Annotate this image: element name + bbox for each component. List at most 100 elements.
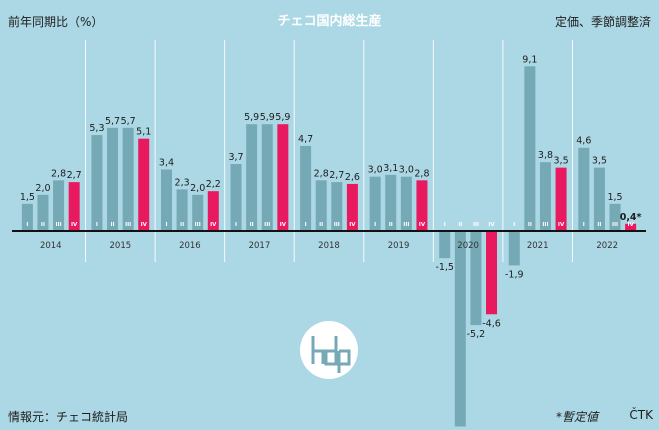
bar-2020-q1 <box>439 231 451 259</box>
quarter-label: II <box>110 222 114 228</box>
bar-2021-q2 <box>524 66 536 231</box>
quarter-label: I <box>235 222 237 228</box>
year-label: 2015 <box>110 241 132 251</box>
bar-2015-q3 <box>122 127 134 231</box>
value-label: -5,2 <box>467 329 486 340</box>
quarter-label: III <box>612 222 618 228</box>
bar-2022-q3 <box>609 203 621 231</box>
value-label: 4,6 <box>576 136 591 147</box>
quarter-label: II <box>389 222 393 228</box>
quarter-label: IV <box>627 222 634 228</box>
value-label: 3,1 <box>383 163 398 174</box>
quarter-label: III <box>125 222 131 228</box>
value-label: 2,7 <box>67 170 82 181</box>
y-axis-label: 前年同期比（%） <box>8 15 104 29</box>
year-label: 2014 <box>40 241 62 251</box>
value-label: 2,0 <box>190 183 205 194</box>
bar-2014-q1 <box>21 203 33 231</box>
bar-2017-q4 <box>277 124 289 231</box>
quarter-label: IV <box>210 222 217 228</box>
quarter-label: III <box>195 222 201 228</box>
bar-2018-q4 <box>346 183 358 231</box>
value-label: 1,5 <box>607 192 622 203</box>
bar-2018-q1 <box>300 145 312 231</box>
value-label: 5,1 <box>136 127 151 138</box>
bar-2016-q4 <box>207 191 219 231</box>
quarter-label: II <box>41 222 45 228</box>
quarter-label: IV <box>141 222 148 228</box>
year-label: 2021 <box>527 241 549 251</box>
value-label: 5,7 <box>105 116 120 127</box>
bar-2019-q2 <box>385 174 397 231</box>
quarter-label: II <box>528 222 532 228</box>
year-label: 2018 <box>318 241 340 251</box>
bar-2014-q3 <box>53 180 65 231</box>
quarter-label: I <box>374 222 376 228</box>
quarter-label: IV <box>349 222 356 228</box>
quarter-label: IV <box>280 222 287 228</box>
value-label: 9,1 <box>522 54 537 65</box>
bar-2021-q4 <box>555 167 567 231</box>
quarter-label: IV <box>419 222 426 228</box>
year-label: 2022 <box>596 241 618 251</box>
quarter-label: IV <box>558 222 565 228</box>
bar-2020-q2 <box>454 231 466 427</box>
value-label: 4,7 <box>298 134 313 145</box>
bar-2016-q1 <box>160 169 172 231</box>
value-label: 3,7 <box>228 152 243 163</box>
quarter-label: III <box>403 222 409 228</box>
bar-2015-q4 <box>138 138 150 231</box>
quarter-label: II <box>250 222 254 228</box>
bar-2017-q2 <box>246 124 258 231</box>
bar-2014-q2 <box>37 194 49 231</box>
bar-2022-q1 <box>578 147 590 231</box>
value-label: 5,9 <box>244 112 259 123</box>
value-label: 2,0 <box>35 183 50 194</box>
value-label: 2,2 <box>206 179 221 190</box>
value-label: 2,8 <box>51 168 66 179</box>
quarter-label: I <box>444 222 446 228</box>
chart-title: チェコ国内総生産 <box>277 14 382 29</box>
value-label: 5,9 <box>260 112 275 123</box>
quarter-label: I <box>165 222 167 228</box>
value-label: 1,5 <box>20 192 35 203</box>
bar-2018-q3 <box>331 182 343 231</box>
value-label: 2,6 <box>345 172 360 183</box>
bar-2022-q4 <box>625 223 637 231</box>
value-label: -1,9 <box>505 269 524 280</box>
value-label: 5,7 <box>121 116 136 127</box>
quarter-label: I <box>583 222 585 228</box>
value-label: 2,8 <box>314 168 329 179</box>
quarter-label: III <box>56 222 62 228</box>
hdp-logo-mark <box>311 336 351 373</box>
preliminary-note: *暫定値 <box>556 410 599 424</box>
quarter-label: IV <box>71 222 78 228</box>
bar-2014-q4 <box>68 182 80 231</box>
quarter-label: IV <box>488 222 495 228</box>
value-label: 2,8 <box>414 168 429 179</box>
value-label: 5,3 <box>89 123 104 134</box>
bar-2022-q2 <box>593 167 605 231</box>
bar-2016-q2 <box>176 189 188 231</box>
quarter-label: III <box>473 222 479 228</box>
quarter-label: III <box>542 222 548 228</box>
bar-2016-q3 <box>192 194 204 231</box>
value-label: 3,0 <box>368 165 383 176</box>
source-note: 情報元：チェコ統計局 <box>8 410 129 424</box>
quarter-label: III <box>334 222 340 228</box>
year-label: 2020 <box>457 241 479 251</box>
bar-2021-q3 <box>539 162 551 231</box>
bar-2017-q1 <box>230 164 242 231</box>
bar-2021-q1 <box>508 231 520 266</box>
bar-2019-q4 <box>416 180 428 231</box>
value-label: 3,4 <box>159 157 174 168</box>
quarter-label: I <box>513 222 515 228</box>
bar-2019-q1 <box>369 176 381 231</box>
quarter-label: I <box>96 222 98 228</box>
value-label: 3,8 <box>538 150 553 161</box>
value-label: -1,5 <box>435 262 454 273</box>
quarter-label: II <box>180 222 184 228</box>
quarter-label: II <box>597 222 601 228</box>
hdp-logo <box>300 321 358 379</box>
